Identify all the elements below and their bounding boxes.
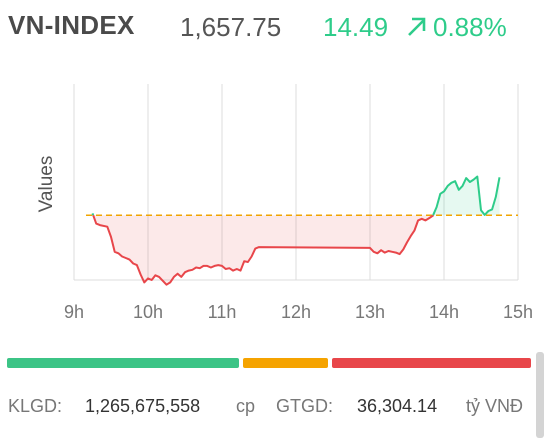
- declining-segment: [331, 358, 531, 368]
- index-change: 14.49: [323, 12, 389, 42]
- x-tick-13h: 13h: [355, 302, 385, 322]
- value-unit: tỷ VNĐ: [466, 396, 524, 416]
- volume-value: 1,265,675,558: [85, 396, 201, 416]
- scrollbar[interactable]: [536, 352, 544, 438]
- x-tick-14h: 14h: [429, 302, 459, 322]
- value-value: 36,304.14: [357, 396, 438, 416]
- market-breadth-bar: [7, 358, 531, 368]
- gain-line-0: [91, 213, 95, 216]
- x-tick-10h: 10h: [133, 302, 163, 322]
- loss-line-1: [92, 214, 435, 286]
- y-axis-label: Values: [36, 156, 57, 213]
- unchanged-segment: [242, 358, 328, 368]
- x-tick-15h: 15h: [503, 302, 533, 322]
- index-header: VN-INDEX 1,657.75 14.49 0.88%: [8, 10, 547, 50]
- x-tick-12h: 12h: [281, 302, 311, 322]
- gain-area-2: [433, 176, 500, 216]
- advancing-segment: [7, 358, 239, 368]
- index-value: 1,657.75: [180, 12, 282, 42]
- volume-label: KLGD:: [8, 396, 63, 416]
- intraday-chart: Values 9h 10h 11h 12h 13h 14h 15h: [36, 84, 533, 322]
- index-change-pct: 0.88%: [433, 12, 507, 42]
- x-tick-9h: 9h: [64, 302, 84, 322]
- x-axis-ticks: 9h 10h 11h 12h 13h 14h 15h: [64, 302, 533, 322]
- price-line-group: [91, 175, 501, 286]
- volume-unit: cp: [236, 396, 256, 416]
- value-label: GTGD:: [276, 396, 333, 416]
- index-name: VN-INDEX: [8, 10, 135, 40]
- chart-grid: [73, 84, 519, 281]
- gain-line-2: [432, 175, 501, 216]
- loss-area-1: [93, 215, 434, 285]
- x-tick-11h: 11h: [208, 302, 237, 322]
- arrow-up-right-icon: [408, 17, 426, 36]
